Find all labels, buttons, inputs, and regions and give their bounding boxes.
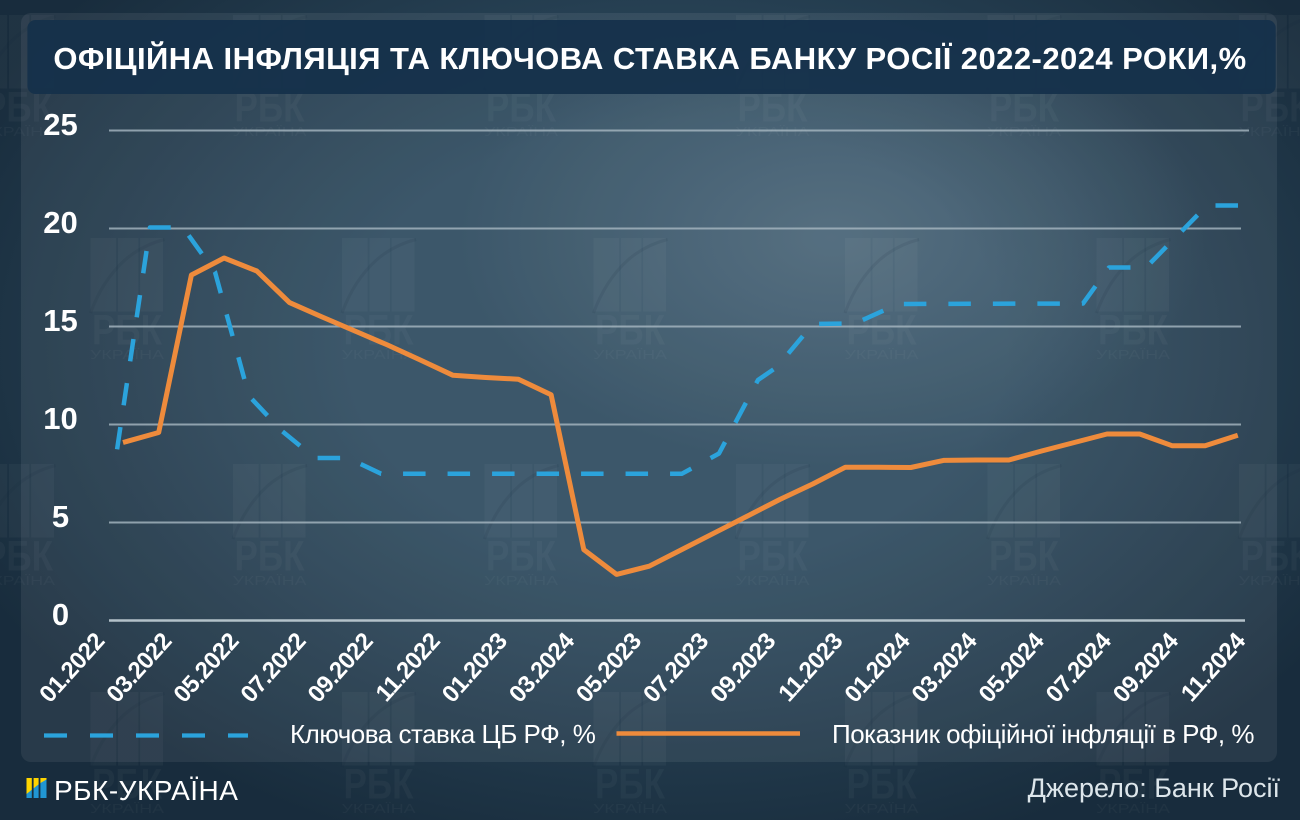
svg-text:5: 5 [52,499,69,534]
svg-text:25: 25 [43,107,77,142]
svg-text:УКРАЇНА: УКРАЇНА [736,125,811,139]
svg-text:УКРАЇНА: УКРАЇНА [90,348,165,362]
svg-text:УКРАЇНА: УКРАЇНА [987,574,1062,588]
svg-text:Ключова ставка ЦБ РФ, %: Ключова ставка ЦБ РФ, % [290,719,596,749]
svg-text:Показник офіційної інфляції в: Показник офіційної інфляції в РФ, % [832,719,1254,749]
svg-text:20: 20 [43,205,77,240]
svg-text:УКРАЇНА: УКРАЇНА [1096,348,1171,362]
svg-text:0: 0 [52,597,69,632]
svg-text:УКРАЇНА: УКРАЇНА [593,802,668,816]
svg-text:РБК-УКРАЇНА: РБК-УКРАЇНА [54,775,238,806]
svg-text:УКРАЇНА: УКРАЇНА [342,802,417,816]
svg-text:УКРАЇНА: УКРАЇНА [736,574,811,588]
svg-text:УКРАЇНА: УКРАЇНА [593,348,668,362]
svg-text:УКРАЇНА: УКРАЇНА [233,574,308,588]
svg-text:10: 10 [43,401,77,436]
svg-text:ОФІЦІЙНА ІНФЛЯЦІЯ ТА КЛЮЧОВА С: ОФІЦІЙНА ІНФЛЯЦІЯ ТА КЛЮЧОВА СТАВКА БАНК… [53,40,1246,76]
svg-text:УКРАЇНА: УКРАЇНА [845,348,920,362]
svg-text:15: 15 [43,303,77,338]
svg-text:УКРАЇНА: УКРАЇНА [233,125,308,139]
svg-text:Джерело: Банк Росії: Джерело: Банк Росії [1028,773,1281,803]
svg-text:УКРАЇНА: УКРАЇНА [0,574,56,588]
svg-text:УКРАЇНА: УКРАЇНА [1239,125,1300,139]
svg-text:УКРАЇНА: УКРАЇНА [484,574,559,588]
svg-text:УКРАЇНА: УКРАЇНА [845,802,920,816]
svg-text:УКРАЇНА: УКРАЇНА [484,125,559,139]
svg-text:УКРАЇНА: УКРАЇНА [1096,802,1171,816]
svg-text:УКРАЇНА: УКРАЇНА [1239,574,1300,588]
svg-text:УКРАЇНА: УКРАЇНА [987,125,1062,139]
